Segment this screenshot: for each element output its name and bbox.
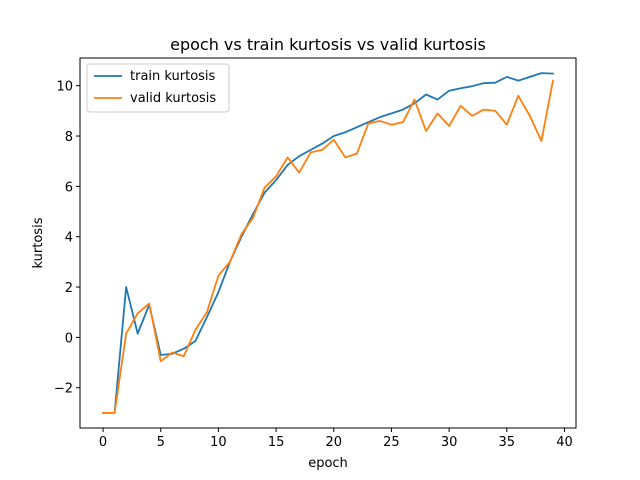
x-axis-ticks: 0 5 10 15 20 25 30 35 40 [99, 428, 573, 450]
y-axis-label: kurtosis [31, 217, 46, 268]
y-tick-label: 6 [65, 180, 73, 195]
plot-frame [79, 57, 577, 429]
x-tick-label: 30 [441, 435, 458, 450]
y-axis-ticks: −2 0 2 4 6 8 10 [54, 80, 80, 397]
series-line-valid-kurtosis [102, 79, 554, 414]
x-tick-label: 25 [383, 435, 400, 450]
x-tick-label: 15 [268, 435, 285, 450]
y-tick-label: 8 [65, 130, 73, 145]
y-tick-label: 10 [56, 80, 73, 95]
y-tick-label: 0 [65, 331, 73, 346]
legend-label-valid: valid kurtosis [130, 91, 216, 106]
y-tick-label: 4 [65, 231, 73, 246]
series-line-train-kurtosis [102, 72, 554, 414]
plot-lines [102, 72, 554, 414]
y-tick-label: 2 [65, 281, 73, 296]
x-tick-label: 40 [556, 435, 573, 450]
legend-label-train: train kurtosis [130, 69, 216, 84]
legend: train kurtosis valid kurtosis [86, 63, 230, 113]
x-tick-label: 10 [210, 435, 227, 450]
x-axis-label: epoch [308, 456, 348, 471]
x-tick-label: 20 [325, 435, 342, 450]
x-tick-label: 5 [157, 435, 165, 450]
legend-box [86, 63, 230, 113]
x-tick-label: 35 [499, 435, 516, 450]
chart-title: epoch vs train kurtosis vs valid kurtosi… [170, 35, 486, 54]
x-tick-label: 0 [99, 435, 107, 450]
y-tick-label: −2 [54, 382, 73, 397]
